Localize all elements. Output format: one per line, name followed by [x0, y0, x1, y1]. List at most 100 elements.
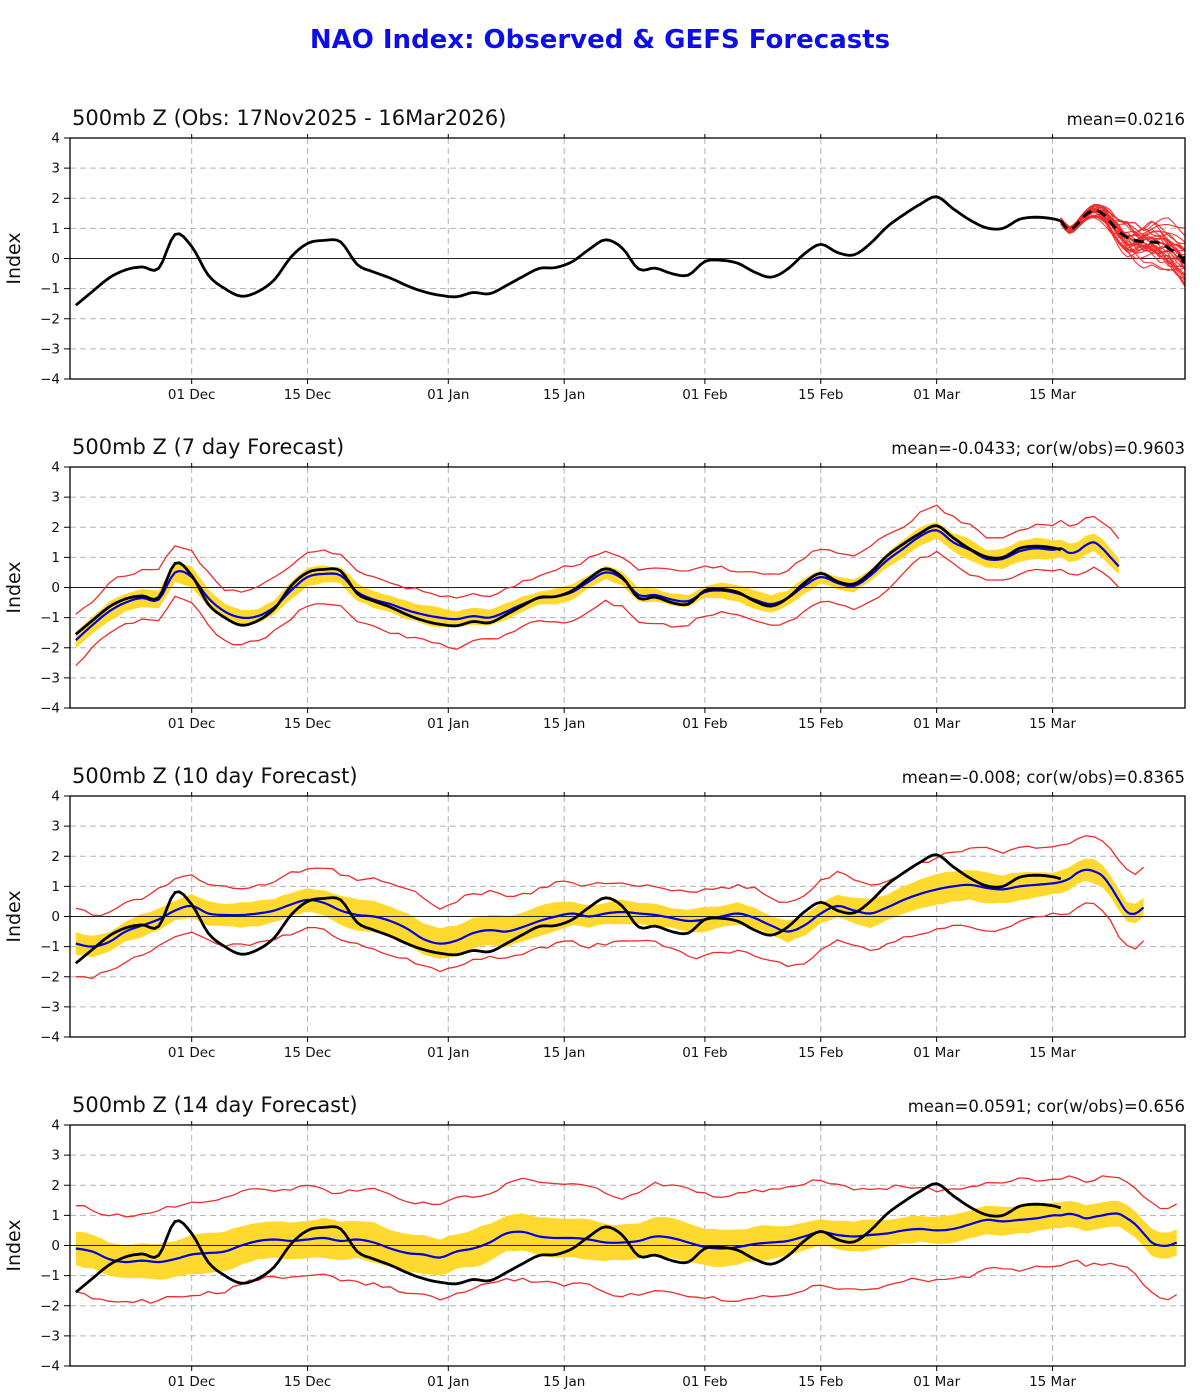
series — [70, 195, 1185, 307]
x-tick-label: 15 Dec — [284, 387, 332, 403]
y-tick-label: −3 — [40, 1328, 60, 1344]
x-tick-label: 15 Mar — [1029, 1045, 1076, 1061]
x-tick-label: 01 Dec — [168, 716, 216, 732]
y-tick-label: 4 — [51, 790, 60, 805]
axis-ticks: 01 Dec 15 Dec 01 Jan 15 Jan 01 Feb 15 Feb 01 M… — [40, 790, 1076, 1061]
observed-line — [74, 1182, 1062, 1294]
x-tick-label: 01 Jan — [427, 1045, 469, 1061]
x-tick-label: 01 Feb — [682, 1374, 727, 1390]
x-tick-label: 01 Dec — [168, 387, 216, 403]
y-axis-label: Index — [3, 890, 25, 942]
panel-forecast-7day: 500mb Z (7 day Forecast) mean=-0.0433; c… — [0, 435, 1200, 736]
ensemble-members — [1060, 203, 1185, 287]
x-tick-label: 01 Mar — [913, 716, 960, 732]
ensemble-mean-end-dot — [1181, 256, 1185, 265]
y-tick-label: −3 — [40, 341, 60, 357]
x-tick-label: 15 Dec — [284, 716, 332, 732]
panel-observed-title: 500mb Z (Obs: 17Nov2025 - 16Mar2026) — [72, 106, 507, 130]
x-tick-label: 15 Dec — [284, 1374, 332, 1390]
axis-ticks: 01 Dec 15 Dec 01 Jan 15 Jan 01 Feb 15 Feb 01 M… — [40, 1119, 1076, 1390]
y-tick-label: 3 — [51, 490, 60, 506]
observed-line — [74, 195, 1062, 307]
x-tick-label: 15 Jan — [543, 716, 585, 732]
y-tick-label: 1 — [51, 550, 60, 566]
panel-forecast-7day-title: 500mb Z (7 day Forecast) — [72, 435, 345, 459]
y-tick-label: −2 — [40, 1298, 60, 1314]
envelope-max-line — [75, 835, 1145, 917]
page-title: NAO Index: Observed & GEFS Forecasts — [309, 25, 891, 55]
y-tick-label: −3 — [40, 999, 60, 1015]
y-tick-label: 2 — [51, 849, 60, 865]
x-tick-label: 15 Feb — [798, 1045, 843, 1061]
y-tick-label: 1 — [51, 221, 60, 237]
x-tick-label: 01 Mar — [913, 1374, 960, 1390]
x-tick-label: 01 Feb — [682, 716, 727, 732]
panel-forecast-10day-header: 500mb Z (10 day Forecast) mean=-0.008; c… — [0, 764, 1200, 790]
y-tick-label: −4 — [40, 701, 60, 717]
panel-forecast-10day-stats: mean=-0.008; cor(w/obs)=0.8365 — [901, 768, 1185, 787]
y-tick-label: −4 — [40, 1030, 60, 1046]
y-tick-label: −1 — [40, 281, 60, 297]
x-tick-label: 01 Feb — [682, 1045, 727, 1061]
panel-forecast-7day-header: 500mb Z (7 day Forecast) mean=-0.0433; c… — [0, 435, 1200, 461]
x-tick-label: 15 Feb — [798, 387, 843, 403]
y-tick-label: −1 — [40, 939, 60, 955]
x-tick-label: 15 Mar — [1029, 716, 1076, 732]
x-tick-label: 01 Jan — [427, 387, 469, 403]
y-tick-label: −1 — [40, 610, 60, 626]
x-tick-label: 01 Jan — [427, 716, 469, 732]
y-tick-label: −2 — [40, 969, 60, 985]
x-tick-label: 15 Dec — [284, 1045, 332, 1061]
observed-line — [74, 524, 1062, 636]
x-tick-label: 01 Dec — [168, 1374, 216, 1390]
y-tick-label: 0 — [51, 251, 60, 267]
y-tick-label: 0 — [51, 909, 60, 925]
envelope-min-line — [75, 902, 1145, 980]
y-tick-label: 2 — [51, 520, 60, 536]
x-tick-label: 15 Jan — [543, 1374, 585, 1390]
y-axis-label: Index — [3, 1219, 25, 1271]
chart-svg-1: 01 Dec 15 Dec 01 Jan 15 Jan 01 Feb 15 Feb 01 M… — [3, 461, 1186, 732]
y-tick-label: 2 — [51, 1178, 60, 1194]
envelope-min-line — [75, 1259, 1178, 1304]
y-tick-label: 4 — [51, 461, 60, 476]
forecast-mean-line — [75, 1212, 1178, 1264]
x-tick-label: 01 Mar — [913, 1045, 960, 1061]
forecast-mean-line — [75, 868, 1145, 948]
axis-ticks: 01 Dec 15 Dec 01 Jan 15 Jan 01 Feb 15 Feb 01 M… — [40, 461, 1076, 732]
panel-observed: 500mb Z (Obs: 17Nov2025 - 16Mar2026) mea… — [0, 106, 1200, 407]
chart-svg-3: 01 Dec 15 Dec 01 Jan 15 Jan 01 Feb 15 Feb 01 M… — [3, 1119, 1186, 1390]
y-tick-label: 4 — [51, 132, 60, 147]
y-tick-label: 4 — [51, 1119, 60, 1134]
series — [70, 1175, 1185, 1304]
y-axis-label: Index — [3, 232, 25, 284]
x-tick-label: 15 Jan — [543, 387, 585, 403]
y-tick-label: 2 — [51, 191, 60, 207]
panel-forecast-14day-title: 500mb Z (14 day Forecast) — [72, 1093, 358, 1117]
ensemble-mean-line — [1059, 208, 1185, 262]
x-tick-label: 01 Dec — [168, 1045, 216, 1061]
y-tick-label: −1 — [40, 1268, 60, 1284]
observed-line — [74, 853, 1062, 965]
y-tick-label: 1 — [51, 879, 60, 895]
x-tick-label: 01 Feb — [682, 387, 727, 403]
panel-observed-header: 500mb Z (Obs: 17Nov2025 - 16Mar2026) mea… — [0, 106, 1200, 132]
y-tick-label: −2 — [40, 311, 60, 327]
axis-ticks: 01 Dec 15 Dec 01 Jan 15 Jan 01 Feb 15 Feb 01 M… — [40, 132, 1076, 403]
y-tick-label: 0 — [51, 580, 60, 596]
y-axis-label: Index — [3, 561, 25, 613]
ensemble-spread-band — [75, 522, 1119, 649]
y-tick-label: 3 — [51, 1148, 60, 1164]
x-tick-label: 01 Mar — [913, 387, 960, 403]
x-tick-label: 15 Jan — [543, 1045, 585, 1061]
y-tick-label: −2 — [40, 640, 60, 656]
forecast-mean-line — [75, 529, 1120, 642]
y-tick-label: 3 — [51, 819, 60, 835]
x-tick-label: 15 Mar — [1029, 1374, 1076, 1390]
panel-forecast-14day: 500mb Z (14 day Forecast) mean=0.0591; c… — [0, 1093, 1200, 1394]
panel-forecast-14day-header: 500mb Z (14 day Forecast) mean=0.0591; c… — [0, 1093, 1200, 1119]
x-tick-label: 15 Feb — [798, 716, 843, 732]
panel-forecast-7day-stats: mean=-0.0433; cor(w/obs)=0.9603 — [891, 439, 1185, 458]
panel-observed-stats: mean=0.0216 — [1066, 110, 1185, 129]
